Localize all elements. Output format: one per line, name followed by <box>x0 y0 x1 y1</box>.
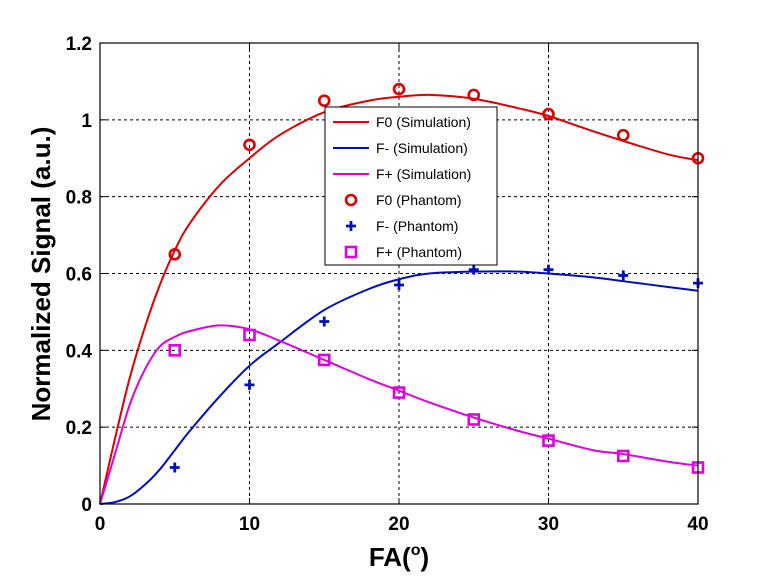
x-axis-label-sup: o <box>411 542 421 559</box>
data-point <box>168 247 182 261</box>
y-tick-label: 0.6 <box>66 265 92 286</box>
legend: F0 (Simulation) F- (Simulation) F+ (Simula… <box>324 106 498 266</box>
data-point <box>542 107 555 121</box>
y-tick-label: 1 <box>81 111 92 132</box>
legend-label: F- (Phantom) <box>376 218 458 234</box>
legend-swatch <box>344 193 358 207</box>
series-2 <box>99 324 699 505</box>
legend-item: F- (Phantom) <box>346 218 458 234</box>
x-axis-label-main: FA( <box>369 542 411 572</box>
tick-labels: 0 10 20 30 40 0 0.2 0.4 0.6 0.8 1 1.2 <box>66 34 709 535</box>
y-tick-label: 0.8 <box>66 188 92 209</box>
data-point <box>244 379 255 390</box>
legend-item: F+ (Phantom) <box>344 244 462 260</box>
data-point <box>168 344 182 357</box>
x-tick-label: 30 <box>538 514 559 535</box>
x-tick-label: 10 <box>239 514 260 535</box>
series-0 <box>99 93 699 505</box>
legend-item: F+ (Simulation) <box>333 166 471 182</box>
data-point <box>319 316 330 327</box>
data-point <box>169 462 180 473</box>
legend-box <box>324 106 498 266</box>
legend-label: F0 (Phantom) <box>376 192 462 208</box>
x-tick-label: 0 <box>95 514 106 535</box>
y-tick-label: 0.2 <box>66 418 92 439</box>
y-tick-label: 1.2 <box>66 34 92 55</box>
series-line <box>99 93 699 505</box>
legend-label: F- (Simulation) <box>376 140 468 156</box>
legend-swatch <box>346 221 356 231</box>
y-tick-label: 0.4 <box>66 341 93 362</box>
legend-label: F+ (Simulation) <box>376 166 471 182</box>
data-point <box>394 280 404 291</box>
legend-label: F0 (Simulation) <box>376 114 471 130</box>
legend-label: F+ (Phantom) <box>376 244 462 260</box>
axis-ticks <box>99 42 699 505</box>
data-point <box>468 264 479 275</box>
data-point <box>243 138 256 152</box>
legend-items: F0 (Simulation) F- (Simulation) F+ (Simula… <box>333 114 471 260</box>
y-tick-label: 0 <box>81 495 92 516</box>
data-point <box>392 82 406 96</box>
data-point <box>616 449 630 463</box>
series-line <box>99 324 699 505</box>
data-point <box>618 270 629 281</box>
data-point <box>542 434 555 447</box>
legend-swatch <box>344 245 358 259</box>
x-tick-label: 20 <box>388 514 409 535</box>
data-point <box>467 413 481 426</box>
x-axis-label-suffix: ) <box>421 542 430 572</box>
data-point <box>243 328 256 342</box>
series-1 <box>99 270 699 505</box>
grid-lines <box>100 43 698 504</box>
x-tick-label: 40 <box>687 514 708 535</box>
series-line <box>99 270 699 505</box>
data-point <box>392 386 406 399</box>
x-axis-label: FA(o) <box>369 542 429 572</box>
data-point <box>467 88 481 102</box>
data-point <box>616 128 630 142</box>
data-point <box>317 353 331 367</box>
data-point <box>543 264 554 275</box>
legend-item: F0 (Phantom) <box>344 192 462 208</box>
legend-item: F0 (Simulation) <box>333 114 471 130</box>
legend-item: F- (Simulation) <box>333 140 468 156</box>
data-point <box>317 94 331 107</box>
y-axis-label: Normalized Signal (a.u.) <box>26 127 56 422</box>
